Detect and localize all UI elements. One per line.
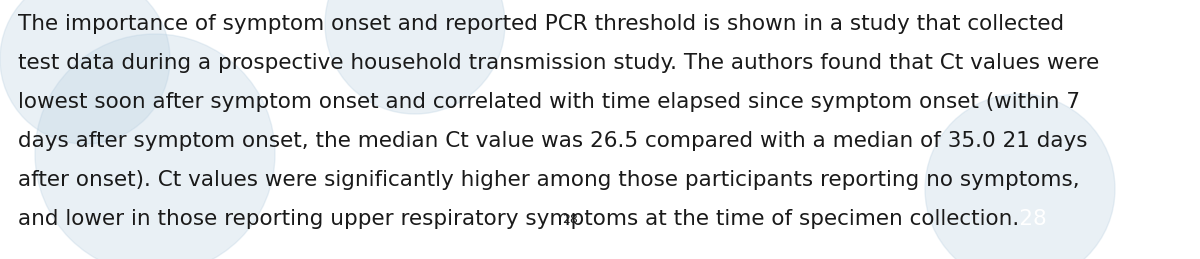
Text: after onset). Ct values were significantly higher among those participants repor: after onset). Ct values were significant… [18, 170, 1080, 190]
Text: 28: 28 [562, 213, 577, 226]
Text: and lower in those reporting upper respiratory symptoms at the time of specimen : and lower in those reporting upper respi… [18, 209, 1046, 229]
Circle shape [325, 0, 505, 114]
Text: The importance of symptom onset and reported PCR threshold is shown in a study t: The importance of symptom onset and repo… [18, 14, 1064, 34]
Text: test data during a prospective household transmission study. The authors found t: test data during a prospective household… [18, 53, 1099, 73]
Circle shape [0, 0, 170, 144]
Text: and lower in those reporting upper respiratory symptoms at the time of specimen : and lower in those reporting upper respi… [18, 209, 1019, 229]
Circle shape [35, 34, 275, 259]
Text: lowest soon after symptom onset and correlated with time elapsed since symptom o: lowest soon after symptom onset and corr… [18, 92, 1080, 112]
Text: days after symptom onset, the median Ct value was 26.5 compared with a median of: days after symptom onset, the median Ct … [18, 131, 1087, 151]
Circle shape [925, 94, 1115, 259]
